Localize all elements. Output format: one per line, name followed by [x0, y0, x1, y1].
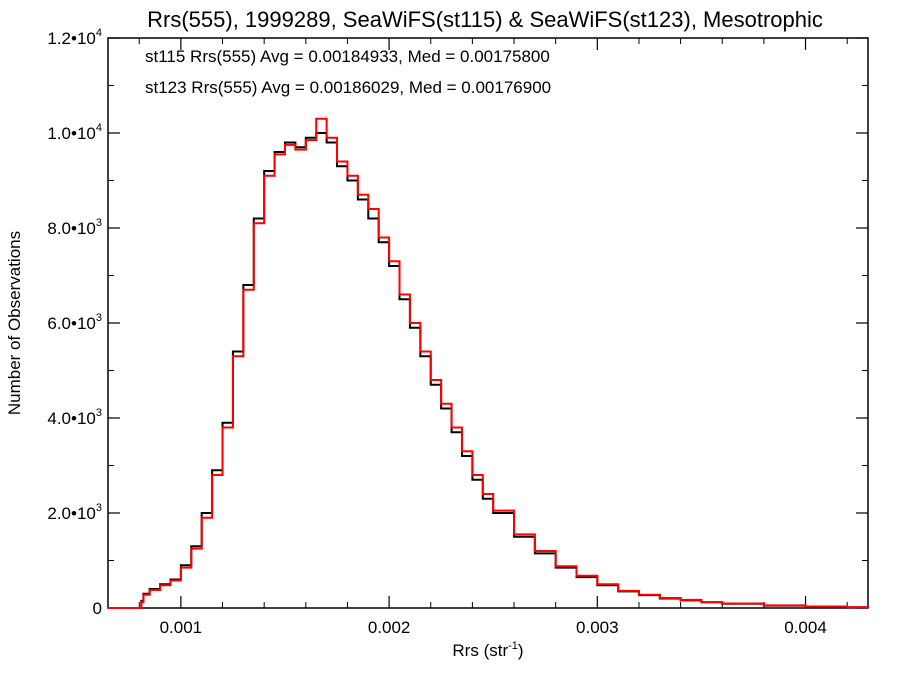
y-tick-label: 1.2•104	[47, 27, 102, 48]
y-tick-label: 8.0•103	[47, 217, 102, 238]
x-tick-label: 0.004	[784, 618, 827, 637]
y-tick-label: 2.0•103	[47, 502, 102, 523]
x-axis-ticks: 0.001 0.002 0.003 0.004	[138, 38, 848, 637]
series-layer	[108, 117, 869, 609]
x-tick-label: 0.002	[368, 618, 411, 637]
y-axis-ticks: 0 2.0•103 4.0•103 6.0•103 8.0•103 1.0•104 1.2•…	[47, 27, 868, 618]
y-axis-label: Number of Observations	[5, 231, 24, 415]
series-line-0	[108, 132, 869, 609]
x-tick-label: 0.003	[576, 618, 619, 637]
y-tick-label: 0	[93, 599, 102, 618]
annotation-st115-stats: st115 Rrs(555) Avg = 0.00184933, Med = 0…	[145, 47, 550, 66]
x-tick-label: 0.001	[160, 618, 203, 637]
series-line-1	[108, 117, 869, 609]
plot-frame	[107, 37, 869, 609]
y-tick-label: 6.0•103	[47, 312, 102, 333]
annotation-st123-stats: st123 Rrs(555) Avg = 0.00186029, Med = 0…	[145, 78, 551, 97]
y-tick-label: 1.0•104	[47, 122, 102, 143]
y-tick-label: 4.0•103	[47, 407, 102, 428]
x-axis-label: Rrs (str-1)	[452, 640, 523, 660]
chart-title: Rrs(555), 1999289, SeaWiFS(st115) & SeaW…	[147, 7, 823, 32]
